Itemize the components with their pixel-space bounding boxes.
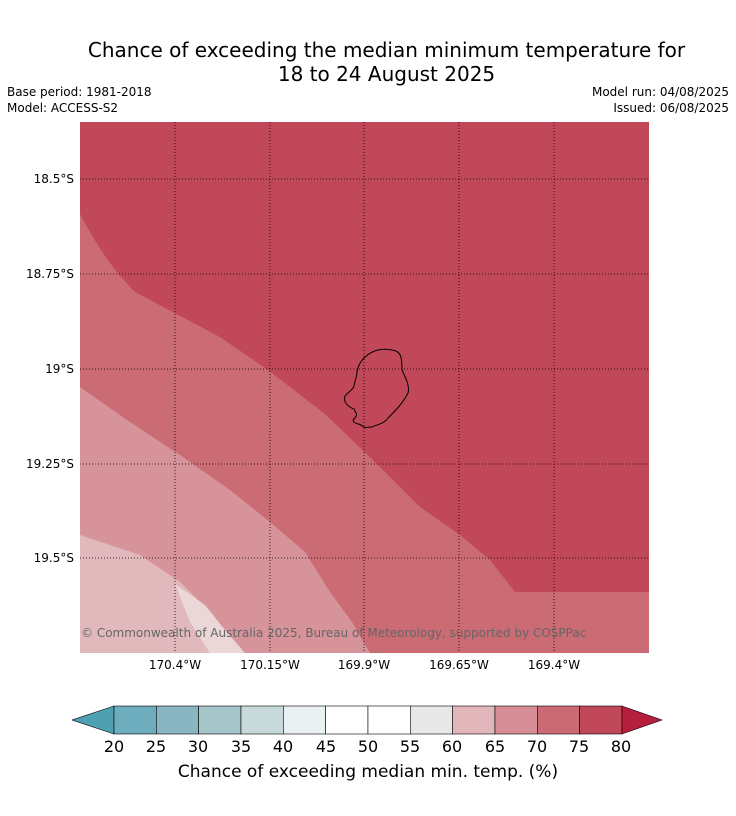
- lon-label-169-9: 169.9°W: [337, 658, 391, 672]
- colorbar-cell: [579, 705, 623, 735]
- meta-right: Model run: 04/08/2025 Issued: 06/08/2025: [592, 84, 729, 116]
- colorbar-cell: [410, 705, 453, 735]
- gridlines: [80, 122, 649, 653]
- model-run: Model run: 04/08/2025: [591, 85, 729, 99]
- lat-label-19-25: 19.25°S: [26, 457, 74, 471]
- lon-label-169-65: 169.65°W: [429, 658, 489, 672]
- colorbar-cell: [494, 705, 538, 735]
- lat-label-18-5: 18.5°S: [33, 172, 74, 186]
- copyright-text: © Commonwealth of Australia 2025, Bureau…: [81, 626, 587, 640]
- band-55-60: [175, 584, 245, 653]
- colorbar-tick: 45: [315, 737, 337, 756]
- lon-label-170-15: 170.15°W: [240, 658, 300, 672]
- colorbar-cell: [536, 705, 580, 735]
- island-coastline: [344, 348, 409, 428]
- meta-left: Base period: 1981-2018 Model: ACCESS-S2: [7, 84, 152, 116]
- colorbar-extend-low: [71, 705, 115, 735]
- colorbar-tick: 30: [187, 737, 209, 756]
- colorbar-tick: 70: [526, 737, 548, 756]
- lat-label-19-5: 19.5°S: [33, 551, 74, 565]
- colorbar-tick: 80: [610, 737, 632, 756]
- map-svg: [80, 122, 649, 653]
- lat-label-18-75: 18.75°S: [26, 267, 74, 281]
- colorbar-cell: [367, 705, 411, 735]
- colorbar-svg: [71, 705, 663, 735]
- model-name: Model: ACCESS-S2: [7, 101, 119, 115]
- title-line-1: Chance of exceeding the median minimum t…: [87, 38, 686, 62]
- colorbar-cell: [113, 705, 157, 735]
- colorbar-label: Chance of exceeding median min. temp. (%…: [177, 762, 559, 782]
- colorbar-cell: [452, 705, 496, 735]
- colorbar-cell: [240, 705, 284, 735]
- colorbar-tick: 35: [230, 737, 252, 756]
- colorbar: [71, 704, 664, 740]
- chart-title: Chance of exceeding the median minimum t…: [0, 38, 736, 86]
- lat-label-19: 19°S: [45, 362, 74, 376]
- colorbar-cell: [325, 705, 369, 735]
- lon-label-169-4: 169.4°W: [527, 658, 581, 672]
- base-period: Base period: 1981-2018: [7, 85, 152, 99]
- colorbar-cell: [283, 705, 326, 735]
- lon-label-170-4: 170.4°W: [148, 658, 202, 672]
- colorbar-tick: 50: [357, 737, 379, 756]
- colorbar-tick: 40: [272, 737, 294, 756]
- issued-date: Issued: 06/08/2025: [613, 101, 729, 115]
- colorbar-extend-high: [621, 705, 663, 735]
- colorbar-tick: 25: [145, 737, 167, 756]
- colorbar-tick: 75: [568, 737, 590, 756]
- colorbar-tick: 55: [399, 737, 421, 756]
- colorbar-tick: 20: [103, 737, 125, 756]
- colorbar-cell: [198, 705, 242, 735]
- colorbar-tick: 60: [441, 737, 463, 756]
- map-panel: [80, 122, 649, 653]
- colorbar-cell: [156, 705, 199, 735]
- title-line-2: 18 to 24 August 2025: [277, 62, 496, 86]
- colorbar-tick: 65: [484, 737, 506, 756]
